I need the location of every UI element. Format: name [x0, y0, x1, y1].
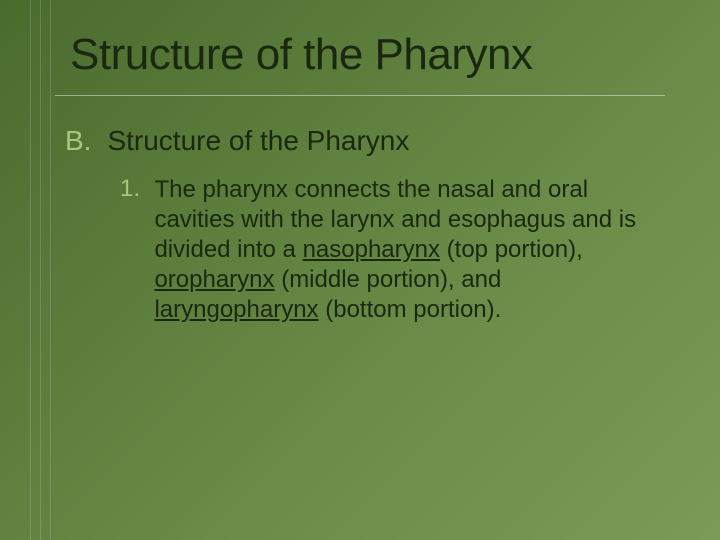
section-heading-row: B. Structure of the Pharynx: [65, 125, 660, 157]
underlined-term: oropharynx: [154, 266, 274, 293]
item-number: 1.: [120, 175, 150, 203]
numbered-item: 1. The pharynx connects the nasal and or…: [120, 175, 645, 325]
section-heading: Structure of the Pharynx: [107, 125, 409, 156]
underlined-term: laryngopharynx: [154, 296, 318, 323]
slide-container: Structure of the Pharynx B. Structure of…: [0, 0, 720, 540]
underlined-term: nasopharynx: [303, 236, 440, 263]
section-letter: B.: [65, 125, 103, 157]
slide-title: Structure of the Pharynx: [70, 30, 532, 80]
item-body-text: The pharynx connects the nasal and oral …: [154, 175, 644, 325]
title-underline: [55, 95, 665, 96]
